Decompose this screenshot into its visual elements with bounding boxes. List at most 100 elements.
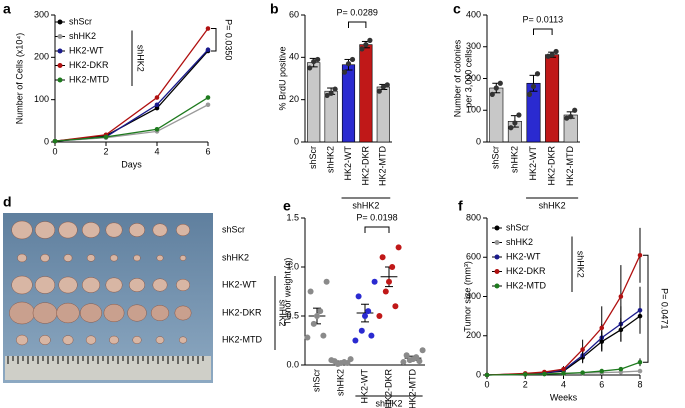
- tumor: [152, 278, 168, 292]
- legend-label: HK2-WT: [69, 45, 104, 55]
- panel-letter: d: [3, 194, 12, 210]
- y-tick-label: 0.5: [286, 310, 299, 320]
- panel-letter: f: [458, 198, 463, 214]
- data-point: [304, 334, 311, 341]
- tumor: [85, 335, 97, 345]
- legend-label: HK2-WT: [506, 251, 541, 261]
- x-tick-label: shScr: [308, 146, 318, 169]
- x-tick-label: 8: [637, 379, 642, 389]
- tumor: [155, 336, 165, 344]
- point: [561, 366, 566, 372]
- tumor: [110, 254, 118, 262]
- x-tick-label: HK2-MTD: [565, 146, 575, 186]
- y-tick-label: 200: [466, 330, 481, 340]
- legend-label: shHK2: [69, 31, 96, 41]
- point: [561, 371, 566, 376]
- y-tick-label: 800: [466, 212, 481, 222]
- panel-letter: b: [270, 1, 279, 17]
- y-tick-label: 20: [289, 94, 299, 104]
- data-point: [363, 42, 369, 48]
- group-label: shHK2: [576, 251, 586, 278]
- x-tick-label: HK2-MTD: [407, 369, 417, 408]
- tumor: [81, 222, 101, 238]
- data-point: [389, 264, 396, 270]
- legend-marker: [57, 63, 63, 68]
- data-point: [367, 37, 373, 44]
- x-tick-label: HK2-WT: [359, 369, 369, 404]
- tumor: [105, 222, 123, 238]
- tumor: [11, 220, 33, 240]
- tumor: [39, 335, 51, 345]
- point: [618, 294, 624, 299]
- tumor: [132, 336, 142, 344]
- data-point: [328, 357, 335, 364]
- y-axis-label: Number of colonies: [452, 39, 462, 117]
- data-point: [352, 337, 359, 344]
- point: [580, 347, 585, 352]
- point: [154, 105, 160, 111]
- y-axis-label: Tumor weight (g): [282, 258, 292, 326]
- tumor: [81, 277, 101, 293]
- legend-marker: [57, 19, 63, 25]
- y-axis-label: Number of Cells (x10⁴): [14, 33, 24, 124]
- point: [205, 26, 211, 31]
- point: [599, 325, 605, 331]
- tumor: [9, 301, 35, 325]
- data-point: [310, 320, 317, 327]
- tumor: [34, 221, 56, 239]
- y-tick-label: 600: [466, 252, 481, 262]
- point: [637, 368, 643, 374]
- x-tick-label: 4: [561, 379, 566, 389]
- tumor: [152, 223, 168, 237]
- tumor: [32, 302, 58, 324]
- point: [154, 95, 160, 100]
- y-tick-label: 0.0: [286, 359, 299, 369]
- data-point: [497, 80, 503, 86]
- x-tick-label: shHK2: [335, 369, 345, 396]
- data-point: [419, 347, 426, 354]
- row-label: shScr: [222, 224, 245, 234]
- data-point: [315, 56, 321, 63]
- tumor: [128, 223, 146, 237]
- legend-marker: [494, 240, 500, 245]
- tumor: [179, 255, 187, 261]
- series-line: [54, 104, 209, 142]
- data-point: [516, 112, 522, 118]
- point: [205, 95, 211, 100]
- data-point: [362, 313, 368, 319]
- data-point: [526, 91, 533, 97]
- tumor: [62, 335, 74, 345]
- panel-letter: c: [453, 1, 461, 17]
- series-line: [486, 361, 641, 376]
- bar: [376, 86, 390, 143]
- x-axis-label: Weeks: [550, 392, 578, 402]
- group-label: shHK2: [539, 200, 566, 210]
- tumor: [11, 275, 33, 295]
- panel-letter: a: [3, 1, 11, 17]
- x-tick-label: HK2-WT: [528, 146, 538, 181]
- data-point: [328, 90, 334, 96]
- data-point: [384, 82, 390, 88]
- data-point: [392, 303, 399, 310]
- legend-marker: [57, 77, 63, 83]
- bracket: [364, 226, 390, 233]
- x-tick-label: 0: [52, 146, 57, 156]
- series-line: [54, 28, 209, 142]
- tumor: [128, 278, 146, 292]
- legend-label: shScr: [69, 16, 92, 26]
- bracket: [348, 21, 367, 28]
- series-line: [54, 96, 209, 142]
- p-value: P= 0.0471: [660, 288, 670, 329]
- data-point: [323, 278, 330, 285]
- x-tick-label: shHK2: [509, 146, 519, 173]
- tumors: [7, 220, 204, 364]
- tumor: [63, 254, 73, 262]
- tumor: [16, 334, 28, 346]
- data-point: [512, 120, 518, 126]
- tumor: [174, 305, 192, 321]
- data-point: [341, 69, 348, 75]
- x-tick-label: HK2-DKR: [383, 369, 393, 408]
- data-point: [553, 48, 559, 55]
- y-tick-label: 0: [294, 136, 299, 146]
- tumor: [58, 276, 78, 294]
